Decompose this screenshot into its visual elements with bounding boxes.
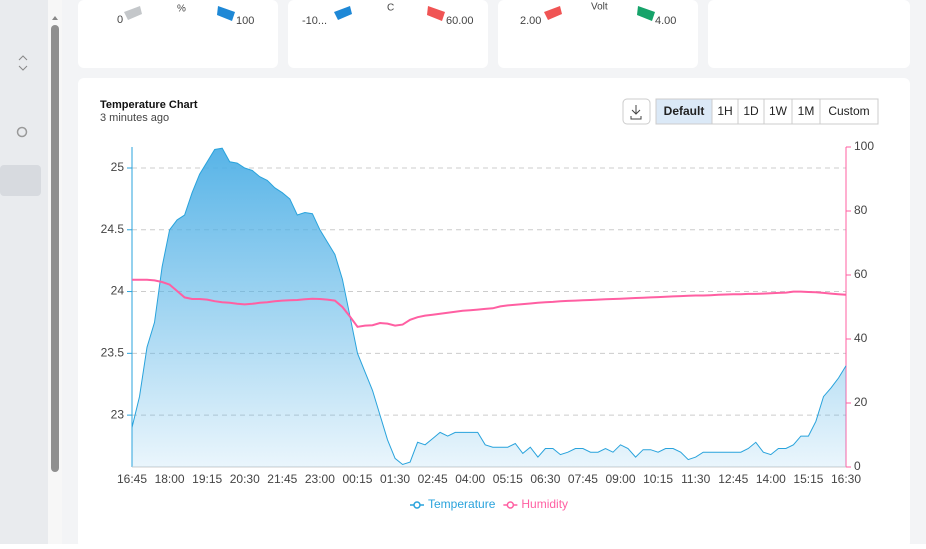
- y-tick-label: 23: [111, 407, 125, 421]
- gauge-card: [708, 0, 910, 68]
- chart: 23 23.5 24 24.5 25 0 20 40 60 80 100 16:45 18:00 19:1…: [101, 139, 875, 511]
- chevron-icon[interactable]: [18, 55, 28, 71]
- legend-label[interactable]: Humidity: [521, 497, 568, 511]
- range-button[interactable]: [711, 98, 739, 125]
- x-tick-label: 14:00: [756, 472, 786, 486]
- download-icon: [630, 105, 642, 120]
- gauge-max: 4.00: [655, 15, 676, 27]
- x-tick-label: 01:30: [380, 472, 410, 486]
- x-tick-label: 18:00: [155, 472, 185, 486]
- range-button-label: Default: [664, 104, 705, 118]
- x-tick-label: 16:30: [831, 472, 861, 486]
- x-tick-label: 21:45: [267, 472, 297, 486]
- legend-marker: [413, 501, 421, 509]
- range-button-label: 1W: [769, 104, 788, 118]
- y2-tick-label: 80: [854, 203, 868, 217]
- gauge-min: -10...: [302, 15, 327, 27]
- y-tick-label: 24.5: [101, 222, 125, 236]
- y-tick-label: 23.5: [101, 346, 125, 360]
- x-tick-label: 15:15: [793, 472, 823, 486]
- x-tick-label: 02:45: [418, 472, 448, 486]
- x-tick-label: 20:30: [230, 472, 260, 486]
- gauge-arc: [544, 6, 562, 20]
- x-tick-label: 04:00: [455, 472, 485, 486]
- sidebar-selected[interactable]: [0, 165, 41, 196]
- area: [132, 148, 846, 467]
- gauge-arc: [124, 6, 142, 20]
- range-button-label: 1D: [743, 104, 759, 118]
- gauge-max: 100: [236, 15, 254, 27]
- range-button[interactable]: [791, 98, 821, 125]
- gauge-arc: [427, 6, 445, 21]
- y-tick-label: 24: [111, 284, 125, 298]
- x-tick-label: 16:45: [117, 472, 147, 486]
- x-tick-label: 19:15: [192, 472, 222, 486]
- line: [131, 147, 847, 466]
- range-button[interactable]: [655, 98, 713, 125]
- gauge-arc: [637, 6, 655, 21]
- x-tick-label: 23:00: [305, 472, 335, 486]
- range-button[interactable]: [819, 98, 879, 125]
- x-tick-label: 07:45: [568, 472, 598, 486]
- x-tick-label: 00:15: [342, 472, 372, 486]
- x-tick-label: 06:30: [530, 472, 560, 486]
- x-tick-label: 12:45: [718, 472, 748, 486]
- y2-tick-label: 0: [854, 459, 861, 473]
- range-buttons: Default 1H 1D 1W 1M Custom: [655, 98, 879, 125]
- y-tick-label: 25: [111, 160, 125, 174]
- range-button[interactable]: [763, 98, 793, 125]
- gauge-arc: [217, 6, 235, 21]
- line: [132, 278, 847, 328]
- legend-label[interactable]: Temperature: [428, 497, 496, 511]
- y2-tick-label: 100: [854, 139, 874, 153]
- y2-tick-label: 40: [854, 331, 868, 345]
- range-button-label: 1M: [798, 104, 815, 118]
- gauge-arc: [334, 6, 352, 20]
- sidebar: [0, 0, 48, 544]
- gauge-unit: %: [177, 4, 186, 15]
- x-tick-label: 05:15: [493, 472, 523, 486]
- gauge-min: 0: [117, 14, 123, 26]
- chart-title: Temperature Chart: [100, 99, 198, 111]
- x-tick-label: 09:00: [606, 472, 636, 486]
- settings-icon[interactable]: [16, 126, 28, 138]
- gauge-max: 60.00: [446, 15, 474, 27]
- x-tick-label: 11:30: [681, 472, 710, 486]
- chart-subtitle: 3 minutes ago: [100, 112, 169, 124]
- gauge-unit: Volt: [591, 2, 608, 13]
- gauge-min: 2.00: [520, 15, 541, 27]
- gauge-unit: C: [387, 3, 394, 14]
- x-tick-label: 10:15: [643, 472, 673, 486]
- scrollbar-thumb[interactable]: [51, 25, 59, 472]
- y2-tick-label: 20: [854, 395, 868, 409]
- range-button-label: 1H: [717, 104, 732, 118]
- y2-tick-label: 60: [854, 267, 868, 281]
- legend-marker: [506, 501, 515, 509]
- scroll-up[interactable]: [52, 16, 58, 20]
- range-button-label: Custom: [828, 104, 869, 118]
